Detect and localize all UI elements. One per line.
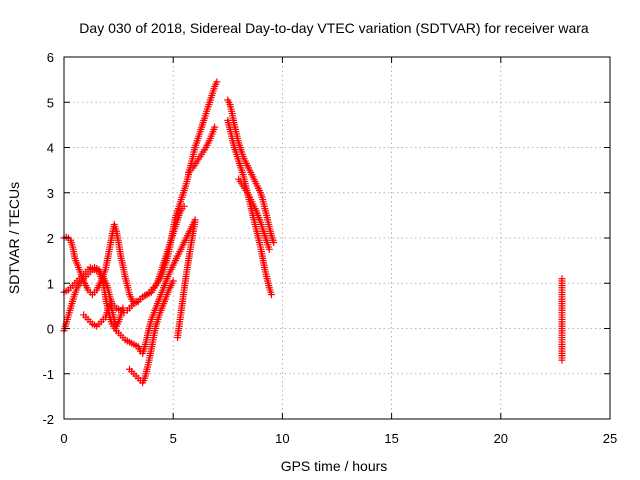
data-point <box>265 245 273 253</box>
y-tick-label: 4 <box>47 141 54 156</box>
y-tick-label: 2 <box>47 231 54 246</box>
x-tick-label: 0 <box>60 431 67 446</box>
data-point <box>267 291 275 299</box>
data-series <box>224 116 275 299</box>
x-axis: 0 5 10 15 20 25 <box>60 57 617 446</box>
data-point <box>119 304 127 312</box>
x-tick-label: 20 <box>494 431 508 446</box>
data-point <box>211 123 219 131</box>
x-tick-label: 15 <box>384 431 398 446</box>
data-point <box>180 202 188 210</box>
y-tick-label: 0 <box>47 322 54 337</box>
chart-title: Day 030 of 2018, Sidereal Day-to-day VTE… <box>79 20 589 36</box>
y-tick-label: 1 <box>47 276 54 291</box>
data-series <box>184 123 219 176</box>
data-point <box>270 239 278 247</box>
data-point <box>213 78 221 86</box>
data-point <box>191 218 199 226</box>
data-point <box>558 356 566 364</box>
data-series <box>126 277 177 387</box>
x-axis-label: GPS time / hours <box>281 458 388 474</box>
data-series <box>235 175 273 253</box>
y-tick-label: -2 <box>42 412 54 427</box>
y-tick-label: 3 <box>47 186 54 201</box>
y-tick-label: -1 <box>42 367 54 382</box>
data-series <box>174 218 199 342</box>
y-axis-label: SDTVAR / TECUs <box>6 182 22 294</box>
y-tick-label: 5 <box>47 95 54 110</box>
data-points <box>60 78 566 387</box>
data-series <box>80 300 127 330</box>
y-tick-label: 6 <box>47 50 54 65</box>
data-series <box>224 96 278 247</box>
x-tick-label: 10 <box>275 431 289 446</box>
y-axis: -2 -1 0 1 2 3 4 5 6 <box>42 50 610 427</box>
x-tick-label: 5 <box>170 431 177 446</box>
data-point <box>169 277 177 285</box>
data-series <box>558 275 566 364</box>
x-tick-label: 25 <box>603 431 617 446</box>
